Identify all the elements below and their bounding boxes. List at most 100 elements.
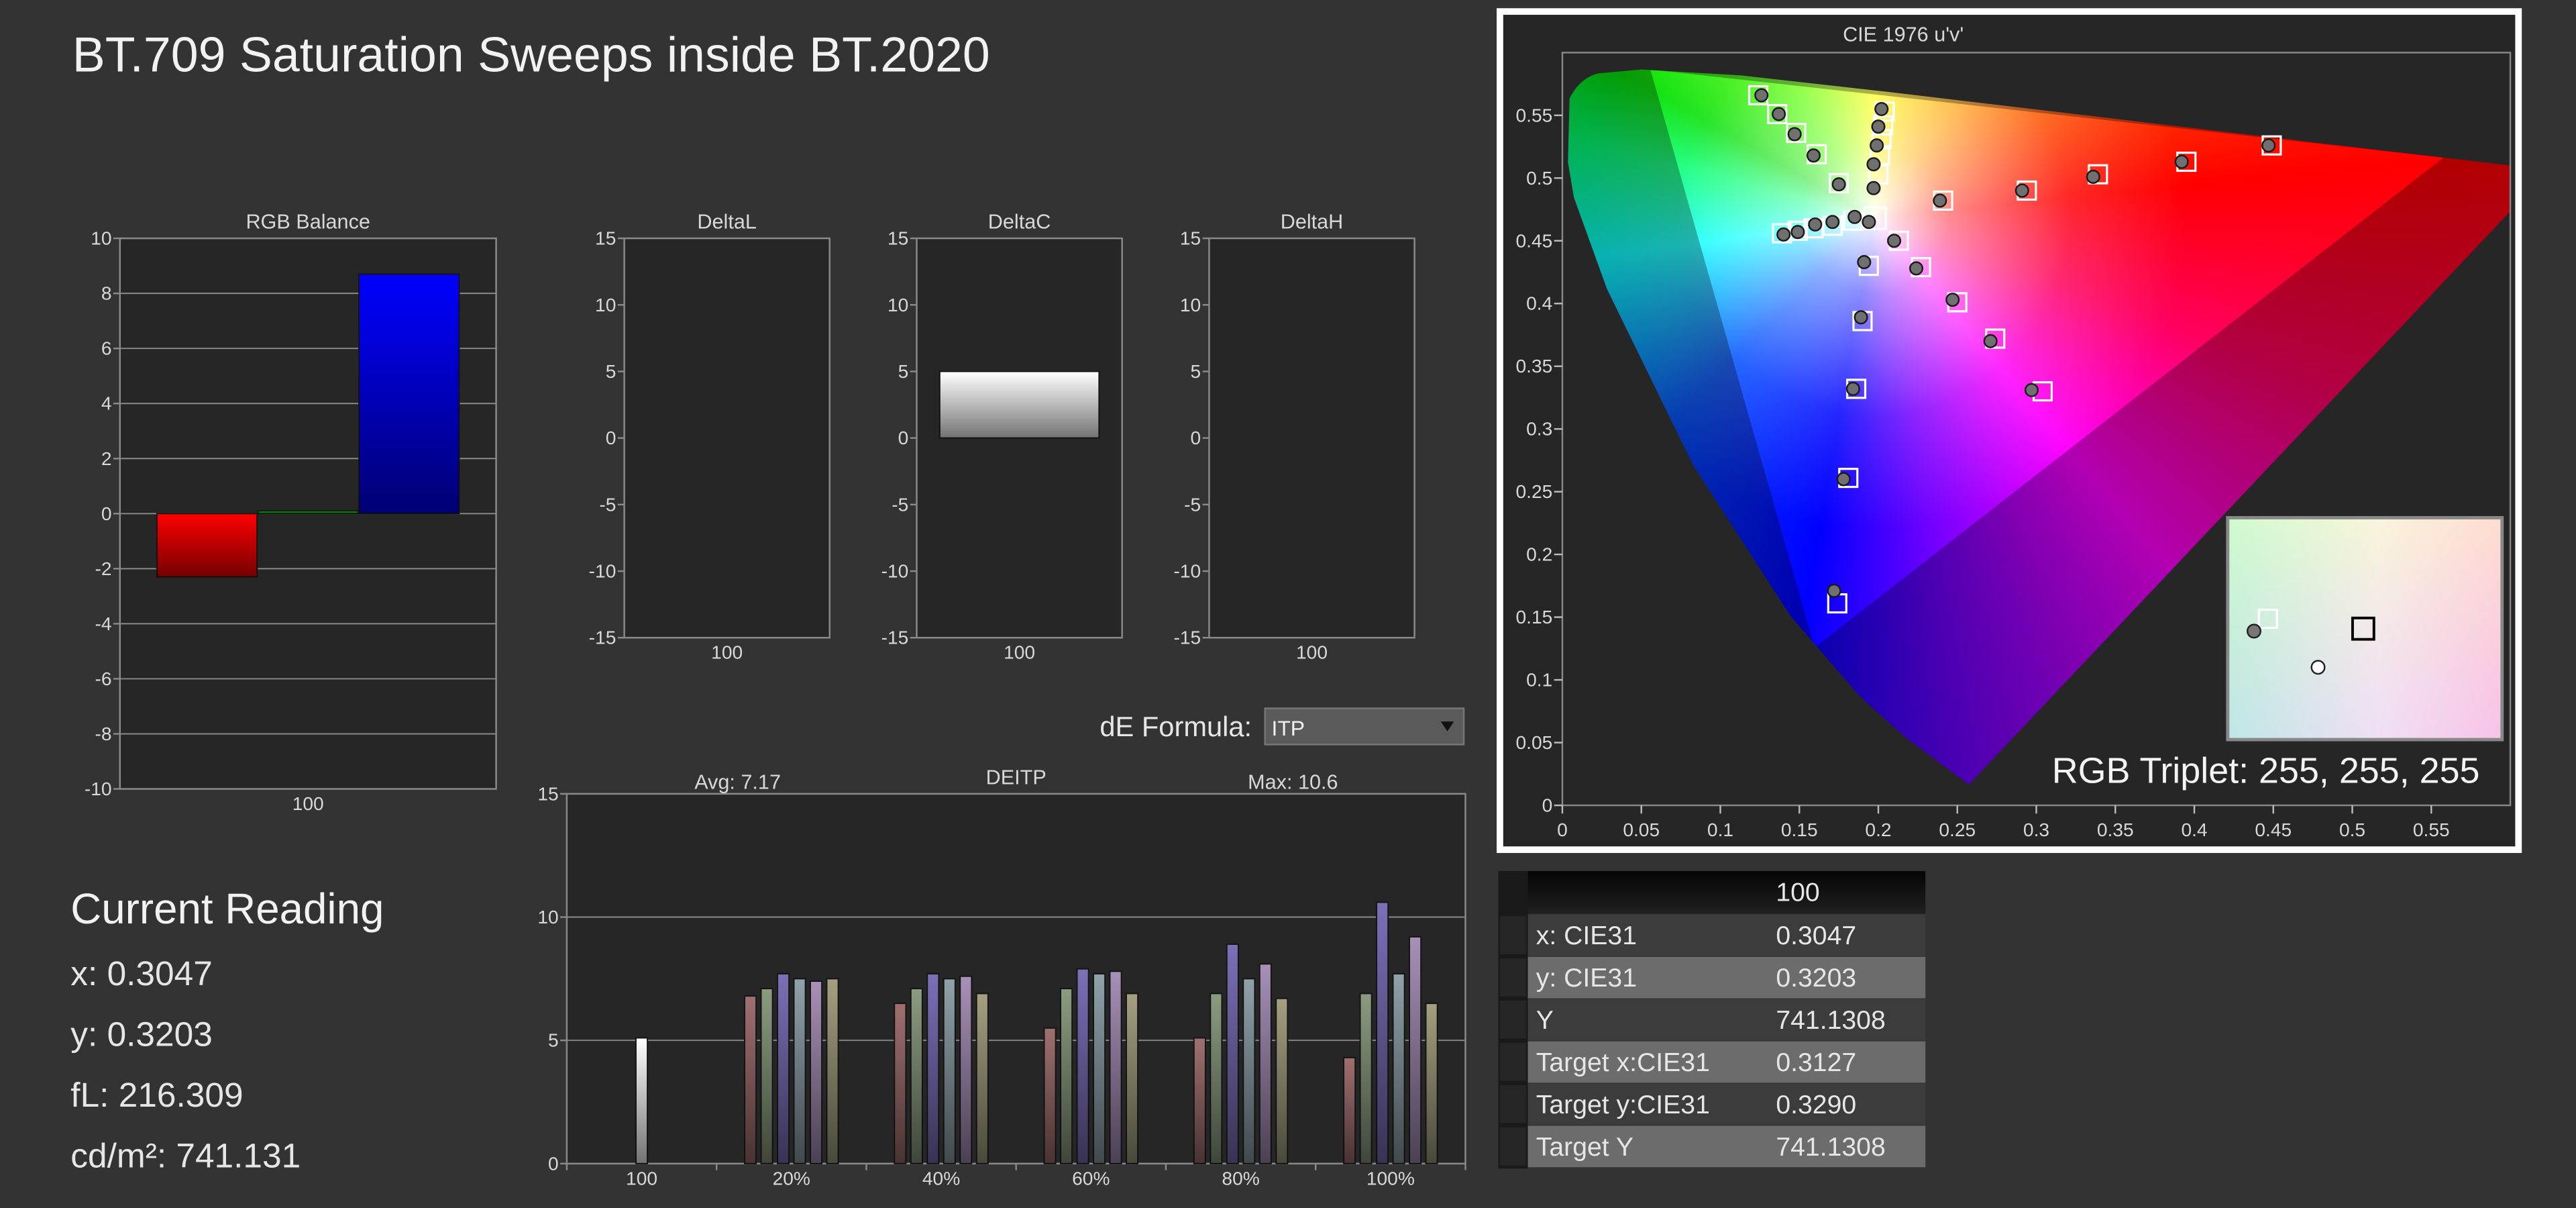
de-formula-dropdown[interactable]: ITP bbox=[1264, 707, 1465, 746]
y-tick-label: 15 bbox=[537, 783, 558, 804]
row-selector bbox=[1499, 916, 1527, 954]
reading-line: x: 0.3047 bbox=[70, 954, 213, 993]
y-tick-label: 10 bbox=[595, 295, 616, 315]
reading-line: fL: 216.309 bbox=[70, 1075, 243, 1114]
y-tick-label: 5 bbox=[898, 361, 909, 382]
bar-shade bbox=[976, 993, 988, 1164]
x-tick-label: 0.05 bbox=[1623, 819, 1660, 840]
measured-marker bbox=[1808, 217, 1823, 232]
bar-shade bbox=[258, 511, 358, 514]
y-tick-label: 0.3 bbox=[1526, 419, 1552, 440]
dropdown-box[interactable] bbox=[1264, 707, 1465, 746]
x-tick-label: 100 bbox=[626, 1168, 657, 1189]
bar-shade bbox=[1393, 974, 1405, 1164]
y-tick-label: 6 bbox=[101, 338, 112, 359]
x-tick-label: 0.3 bbox=[2023, 819, 2049, 840]
measured-marker bbox=[1827, 583, 1841, 598]
y-tick-label: -15 bbox=[1174, 627, 1201, 648]
table-row bbox=[1527, 1041, 1926, 1083]
measured-marker bbox=[1772, 107, 1786, 121]
measured-marker bbox=[1806, 148, 1821, 163]
y-tick-label: 0.5 bbox=[1526, 168, 1552, 189]
chart-annotation: Avg: 7.17 bbox=[694, 771, 781, 794]
bar-shade bbox=[943, 978, 955, 1164]
measured-marker bbox=[1874, 101, 1889, 117]
target-marker bbox=[1767, 103, 1788, 125]
bar-shade bbox=[635, 1038, 648, 1164]
measured-marker bbox=[1983, 334, 1998, 348]
y-tick-label: 0.25 bbox=[1515, 481, 1552, 502]
table-value: 0.3290 bbox=[1776, 1091, 1856, 1119]
plot-area bbox=[566, 793, 1466, 1165]
bar-shade bbox=[1243, 978, 1255, 1164]
table-label: Y bbox=[1536, 1006, 1554, 1035]
y-tick-label: -10 bbox=[85, 778, 112, 799]
table-value: 0.3203 bbox=[1776, 964, 1856, 993]
dropdown-value[interactable]: ITP bbox=[1272, 716, 1305, 740]
bar-shade bbox=[1210, 993, 1222, 1164]
y-tick-label: 8 bbox=[101, 283, 112, 304]
bar-shade bbox=[894, 1003, 906, 1164]
y-tick-label: 0.15 bbox=[1515, 607, 1552, 627]
chart-title: DEITP bbox=[986, 766, 1046, 789]
y-tick-label: 0.4 bbox=[1526, 293, 1552, 314]
y-tick-label: 15 bbox=[595, 228, 616, 249]
inset-target bbox=[2257, 608, 2278, 630]
y-tick-label: 5 bbox=[1191, 361, 1201, 382]
measured-marker bbox=[2024, 383, 2039, 397]
measured-marker bbox=[2015, 183, 2029, 198]
measured-marker bbox=[2174, 154, 2189, 169]
x-tick-label: 100 bbox=[1004, 642, 1035, 663]
bar-shade bbox=[359, 274, 460, 514]
x-tick-label: 0 bbox=[1557, 819, 1568, 840]
bar-shade bbox=[1193, 1038, 1205, 1164]
measured-marker bbox=[1933, 193, 1947, 208]
page-title: BT.709 Saturation Sweeps inside BT.2020 bbox=[72, 26, 990, 82]
row-selector bbox=[1499, 1127, 1527, 1166]
y-tick-label: 0.35 bbox=[1515, 356, 1552, 376]
inset-white-target bbox=[2351, 616, 2375, 641]
y-tick-label: 0.2 bbox=[1526, 544, 1552, 565]
x-tick-label: 60% bbox=[1072, 1168, 1110, 1189]
table-row bbox=[1527, 1083, 1926, 1125]
measured-marker bbox=[1790, 225, 1805, 240]
x-tick-label: 20% bbox=[773, 1168, 810, 1189]
measured-marker bbox=[1825, 215, 1840, 230]
dropdown-arrow[interactable] bbox=[1440, 721, 1454, 732]
table-header bbox=[1498, 870, 1926, 914]
x-tick-label: 0.55 bbox=[2413, 819, 2450, 840]
bar-shade bbox=[794, 978, 806, 1164]
bar-shade bbox=[1409, 936, 1421, 1164]
row-selector bbox=[1499, 1001, 1527, 1039]
chart-title: CIE 1976 u'v' bbox=[1843, 23, 1964, 46]
bar-shade bbox=[1259, 964, 1271, 1164]
y-tick-label: -2 bbox=[95, 558, 111, 579]
measured-marker bbox=[2261, 138, 2276, 153]
bar-shade bbox=[1426, 1003, 1438, 1164]
table-column-header: 100 bbox=[1776, 878, 1819, 907]
x-tick-label: 100 bbox=[711, 642, 743, 663]
y-tick-label: -5 bbox=[1184, 494, 1201, 515]
readings-table: 100 x: CIE31 0.3047 y: CIE31 0.3203 Y 741.130… bbox=[1498, 870, 1926, 1169]
table-label: y: CIE31 bbox=[1536, 964, 1637, 993]
bar-shade bbox=[1110, 971, 1122, 1164]
y-tick-label: 15 bbox=[1180, 228, 1201, 249]
chart-title: DeltaC bbox=[988, 211, 1051, 234]
rgb-triplet: RGB Triplet: 255, 255, 255 bbox=[2052, 751, 2480, 791]
table-value: 741.1308 bbox=[1776, 1133, 1885, 1162]
row-selector bbox=[1499, 958, 1527, 997]
y-tick-label: -10 bbox=[881, 561, 909, 582]
table-value: 0.3127 bbox=[1776, 1048, 1856, 1077]
bar-shade bbox=[939, 371, 1099, 438]
y-tick-label: 0.55 bbox=[1515, 105, 1552, 125]
y-tick-label: 5 bbox=[606, 361, 616, 382]
measured-marker bbox=[1845, 381, 1860, 396]
measured-marker bbox=[1836, 472, 1851, 487]
y-tick-label: -6 bbox=[95, 668, 111, 689]
table-label: x: CIE31 bbox=[1536, 921, 1637, 950]
y-tick-label: 0 bbox=[1191, 427, 1201, 448]
y-tick-label: -5 bbox=[892, 494, 908, 515]
x-tick-label: 100% bbox=[1366, 1168, 1415, 1189]
bar-shade bbox=[1061, 989, 1073, 1164]
